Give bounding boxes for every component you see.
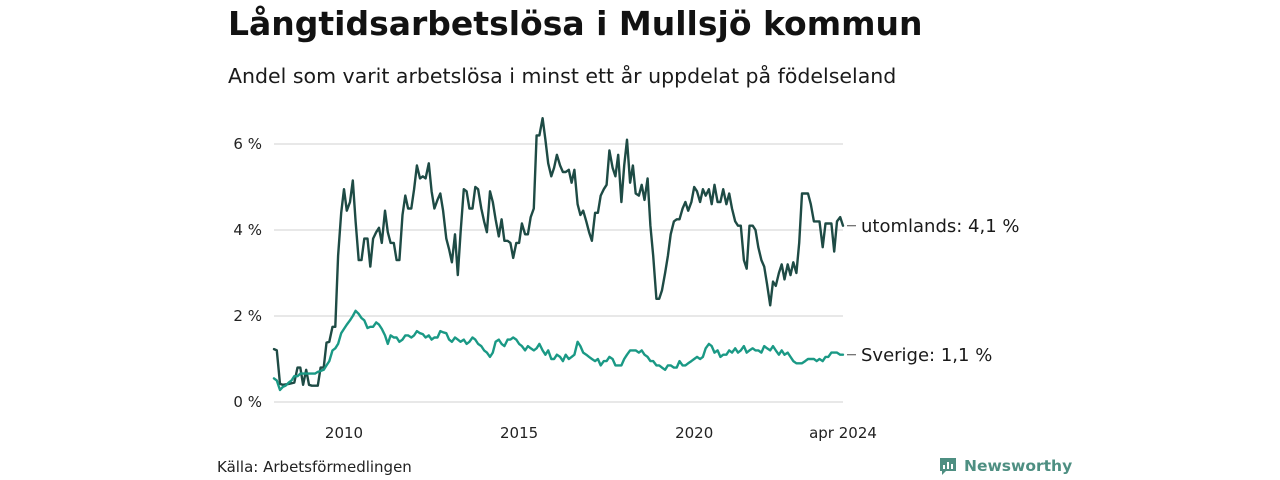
y-tick-label: 2 %: [233, 307, 262, 325]
y-axis: 0 % 2 % 4 % 6 %: [233, 135, 262, 411]
series-lines: [272, 117, 845, 392]
series-label-utomlands: utomlands: 4,1 %: [861, 216, 1020, 237]
newsworthy-icon: [940, 458, 956, 475]
brand-logo[interactable]: Newsworthy: [938, 455, 1072, 477]
series-line-sverige: [272, 309, 845, 392]
chart-title: Långtidsarbetslösa i Mullsjö kommun: [228, 4, 923, 43]
x-tick-label: apr 2024: [809, 424, 877, 442]
gridlines: [274, 143, 843, 403]
x-axis: 2010 2015 2020 apr 2024: [325, 424, 877, 442]
y-tick-label: 4 %: [233, 221, 262, 239]
x-tick-label: 2015: [500, 424, 538, 442]
y-tick-label: 6 %: [233, 135, 262, 153]
brand-name: Newsworthy: [964, 457, 1073, 475]
series-label-sverige: Sverige: 1,1 %: [861, 345, 992, 366]
source-note: Källa: Arbetsförmedlingen: [217, 458, 412, 476]
line-chart: 0 % 2 % 4 % 6 % 2010 2015 2020 apr 2024 utomla…: [233, 117, 1020, 442]
series-line-utomlands: [272, 117, 845, 387]
series-labels: utomlands: 4,1 % Sverige: 1,1 %: [847, 216, 1020, 366]
x-tick-label: 2010: [325, 424, 363, 442]
x-tick-label: 2020: [675, 424, 713, 442]
chart-subtitle: Andel som varit arbetslösa i minst ett å…: [228, 64, 897, 88]
y-tick-label: 0 %: [233, 393, 262, 411]
